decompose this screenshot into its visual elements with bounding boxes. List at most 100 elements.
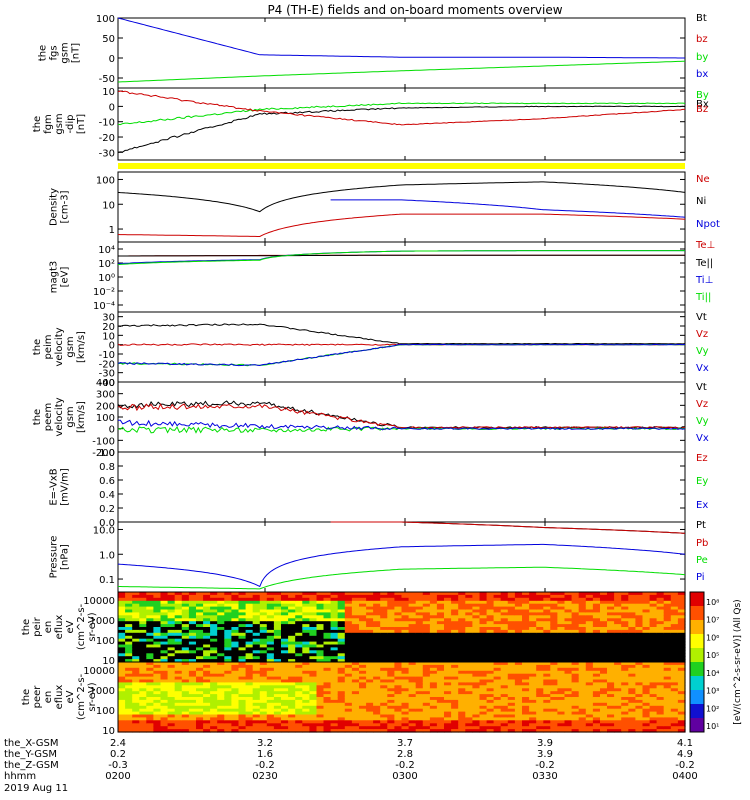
spectrogram-cell bbox=[415, 699, 424, 704]
spectrogram-cell bbox=[529, 711, 537, 716]
spectrogram-cell bbox=[125, 685, 133, 689]
spectrogram-cell bbox=[266, 711, 275, 716]
spectrogram-cell bbox=[522, 592, 530, 596]
spectrogram-cell bbox=[366, 688, 374, 692]
spectrogram-cell bbox=[273, 699, 282, 704]
spectrogram-cell bbox=[451, 697, 459, 701]
spectrogram-cell bbox=[153, 697, 162, 701]
spectrogram-cell bbox=[444, 606, 452, 611]
spectrogram-cell bbox=[210, 647, 218, 651]
panel-peem_velocity: the peem velocity gsm [km/s]4003002001000-10… bbox=[32, 378, 709, 459]
spectrogram-cell bbox=[635, 714, 644, 718]
spectrogram-cell bbox=[174, 600, 183, 605]
spectrogram-cell bbox=[663, 618, 672, 622]
spectrogram-cell bbox=[188, 603, 197, 608]
spectrogram-cell bbox=[436, 612, 445, 616]
spectrogram-cell bbox=[344, 592, 353, 596]
spectrogram-cell bbox=[592, 670, 601, 675]
spectrogram-cell bbox=[351, 688, 360, 692]
spectrogram-cell bbox=[592, 609, 601, 613]
spectrogram-cell bbox=[217, 653, 225, 657]
spectrogram-cell bbox=[387, 676, 395, 681]
spectrogram-cell bbox=[118, 705, 126, 710]
spectrogram-cell bbox=[330, 662, 339, 666]
spectrogram-cell bbox=[543, 679, 551, 683]
spectrogram-cell bbox=[529, 699, 537, 704]
spectrogram-cell bbox=[309, 726, 318, 730]
spectrogram-cell bbox=[288, 691, 296, 695]
spectrogram-cell bbox=[670, 717, 679, 721]
spectrogram-cell bbox=[649, 641, 658, 646]
spectrogram-cell bbox=[330, 635, 339, 640]
spectrogram-cell bbox=[366, 615, 374, 619]
spectrogram-cell bbox=[408, 618, 417, 622]
legend-by: by bbox=[696, 52, 708, 63]
spectrogram-cell bbox=[259, 615, 268, 619]
y-tick-label: -100 bbox=[92, 436, 115, 447]
spectrogram-cell bbox=[422, 682, 431, 686]
spectrogram-cell bbox=[387, 711, 395, 716]
spectrogram-cell bbox=[160, 729, 169, 733]
spectrogram-cell bbox=[529, 676, 537, 681]
spectrogram-cell bbox=[663, 638, 672, 643]
spectrogram-cell bbox=[436, 708, 445, 713]
spectrogram-cell bbox=[153, 682, 162, 686]
spectrogram-cell bbox=[323, 647, 332, 651]
spectrogram-cell bbox=[373, 664, 381, 669]
spectrogram-cell bbox=[536, 685, 544, 689]
spectrogram-cell bbox=[118, 632, 126, 637]
spectrogram-cell bbox=[600, 726, 608, 730]
spectrogram-cell bbox=[259, 726, 268, 730]
spectrogram-cell bbox=[677, 627, 686, 631]
spectrogram-cell bbox=[153, 597, 162, 602]
spectrogram-cell bbox=[571, 606, 580, 611]
spectrogram-cell bbox=[514, 656, 523, 660]
spectrogram-cell bbox=[323, 688, 332, 692]
spectrogram-cell bbox=[231, 650, 240, 654]
spectrogram-cell bbox=[273, 679, 282, 683]
spectrogram-cell bbox=[628, 606, 636, 611]
spectrogram-cell bbox=[621, 644, 629, 648]
spectrogram-cell bbox=[153, 676, 162, 681]
spectrogram-cell bbox=[196, 702, 204, 707]
spectrogram-cell bbox=[245, 726, 254, 730]
spectrogram-cell bbox=[543, 615, 551, 619]
spectrogram-cell bbox=[500, 720, 509, 724]
spectrogram-cell bbox=[224, 662, 232, 666]
spectrogram-cell bbox=[444, 612, 452, 616]
spectrogram-cell bbox=[472, 697, 481, 701]
series-line-Ti|| bbox=[117, 250, 685, 266]
spectrogram-cell bbox=[642, 600, 651, 605]
spectrogram-cell bbox=[125, 679, 133, 683]
spectrogram-cell bbox=[153, 659, 162, 663]
spectrogram-cell bbox=[444, 670, 452, 675]
spectrogram-cell bbox=[316, 679, 325, 683]
spectrogram-cell bbox=[656, 691, 665, 695]
spectrogram-cell bbox=[415, 694, 424, 698]
spectrogram-cell bbox=[188, 606, 197, 611]
spectrogram-cell bbox=[600, 662, 608, 666]
spectrogram-cell bbox=[224, 638, 232, 643]
spectrogram-cell bbox=[429, 641, 438, 646]
spectrogram-cell bbox=[366, 644, 374, 648]
spectrogram-cell bbox=[564, 592, 573, 596]
spectrogram-cell bbox=[153, 685, 162, 689]
series-line-Npot bbox=[330, 199, 686, 218]
spectrogram-cell bbox=[642, 644, 651, 648]
spectrogram-cell bbox=[380, 664, 388, 669]
spectrogram-cell bbox=[139, 670, 147, 675]
spectrogram-cell bbox=[663, 676, 672, 681]
spectrogram-cell bbox=[408, 711, 417, 716]
spectrogram-cell bbox=[309, 644, 318, 648]
spectrogram-cell bbox=[585, 685, 594, 689]
spectrogram-cell bbox=[607, 635, 615, 640]
spectrogram-cell bbox=[444, 600, 452, 605]
spectrogram-cell bbox=[167, 697, 176, 701]
spectrogram-cell bbox=[302, 676, 310, 681]
spectrogram-cell bbox=[273, 682, 282, 686]
spectrogram-cell bbox=[160, 676, 169, 681]
spectrogram-cell bbox=[444, 714, 452, 718]
spectrogram-cell bbox=[458, 597, 466, 602]
spectrogram-cell bbox=[203, 682, 211, 686]
y-label-line: peem bbox=[43, 403, 54, 431]
